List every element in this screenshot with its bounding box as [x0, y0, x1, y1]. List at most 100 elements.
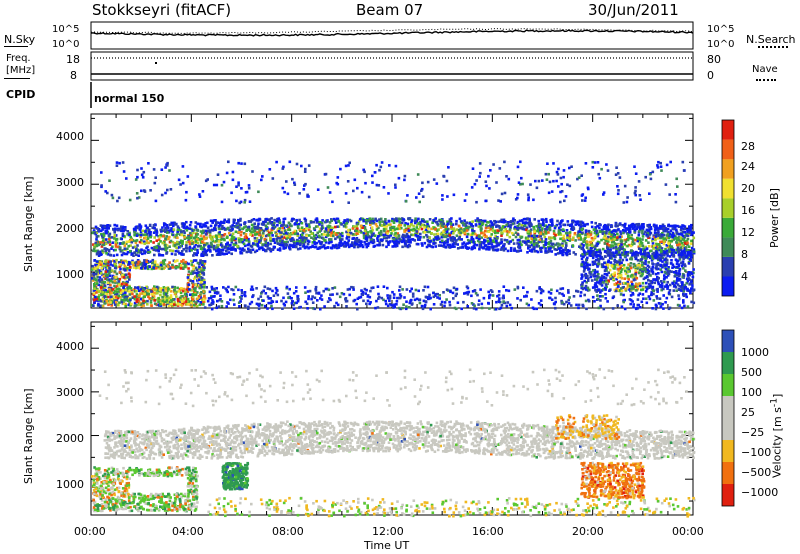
- power-echo-near: [104, 266, 108, 269]
- power-echo-band: [642, 225, 645, 229]
- power-echo-band: [161, 247, 164, 251]
- power-echo-near: [186, 290, 190, 293]
- power-echo-far: [527, 196, 530, 199]
- power-echo-band: [187, 235, 190, 239]
- power-echo-band: [483, 244, 487, 248]
- power-echo-near: [100, 281, 104, 284]
- power-echo-band: [489, 224, 492, 227]
- power-echo-band: [243, 222, 246, 226]
- power-echo-band: [553, 248, 557, 251]
- power-echo-band: [620, 247, 623, 250]
- power-echo-band: [112, 248, 116, 252]
- power-echo-far: [140, 167, 143, 170]
- power-echo-band: [144, 229, 147, 233]
- power-echo-band: [455, 222, 458, 226]
- power-echo-near: [121, 292, 124, 295]
- power-echo-band: [312, 237, 315, 240]
- power-echo-band: [307, 240, 311, 243]
- power-echo-band: [282, 217, 286, 221]
- power-echo-far: [516, 196, 519, 200]
- power-echo-band: [242, 232, 246, 235]
- power-echo-band: [205, 253, 209, 257]
- power-echo-band: [541, 218, 544, 221]
- power-echo-band: [219, 248, 222, 252]
- power-echo-near: [109, 279, 113, 282]
- power-echo-band: [662, 233, 666, 237]
- power-echo-band: [548, 247, 551, 250]
- power-echo-near: [146, 289, 149, 292]
- power-echo-far: [521, 182, 524, 186]
- power-echo-band: [476, 239, 480, 243]
- power-echo-band: [347, 229, 350, 232]
- power-echo-band: [222, 226, 226, 230]
- power-echo-band: [315, 221, 319, 224]
- power-echo-band: [552, 245, 555, 249]
- power-echo-far: [181, 165, 185, 168]
- power-echo-band: [647, 251, 650, 255]
- power-echo-band: [369, 223, 372, 226]
- power-echo-band: [678, 225, 681, 228]
- power-echo-band: [342, 245, 346, 248]
- power-echo-near: [153, 302, 157, 305]
- power-echo-band: [331, 244, 335, 247]
- power-echo-far: [591, 160, 595, 164]
- freq-right-tick-low: 0: [707, 69, 714, 82]
- power-echo-band: [394, 234, 397, 238]
- power-echo-band: [537, 229, 541, 232]
- power-echo-band: [321, 219, 324, 222]
- power-echo-band: [231, 232, 235, 236]
- power-echo-band: [629, 236, 632, 240]
- power-echo-band: [211, 239, 215, 243]
- power-echo-band: [255, 249, 259, 252]
- power-echo-band: [426, 230, 429, 234]
- power-echo-band: [165, 247, 169, 250]
- power-echo-band: [281, 226, 284, 230]
- power-echo-band: [499, 228, 502, 232]
- power-echo-band: [533, 250, 537, 253]
- power-echo-near: [129, 287, 133, 290]
- power-echo-band: [324, 241, 328, 244]
- power-echo-far: [559, 176, 563, 180]
- power-echo-near: [188, 293, 192, 296]
- power-echo-band: [661, 236, 665, 239]
- power-echo-band: [584, 233, 587, 236]
- power-echo-band: [431, 221, 434, 224]
- power-echo-band: [337, 225, 341, 228]
- power-echo-band: [511, 231, 514, 235]
- power-echo-near: [107, 286, 111, 290]
- power-echo-band: [355, 232, 359, 235]
- power-echo-band: [471, 237, 475, 241]
- power-echo-band: [497, 225, 501, 228]
- power-echo-band: [163, 243, 167, 247]
- power-echo-band: [540, 240, 544, 244]
- power-echo-band: [144, 250, 147, 254]
- power-echo-band: [691, 232, 694, 235]
- power-echo-band: [266, 241, 270, 245]
- power-echo-band: [265, 226, 268, 229]
- power-echo-near: [196, 273, 199, 276]
- power-echo-band: [495, 239, 498, 243]
- power-echo-band: [98, 241, 102, 244]
- power-echo-band: [504, 247, 507, 251]
- power-echo-band: [566, 236, 569, 239]
- power-echo-near: [117, 294, 121, 298]
- power-echo-band: [565, 252, 568, 256]
- power-echo-far: [435, 182, 439, 185]
- power-echo-band: [603, 233, 607, 237]
- power-echo-band: [94, 225, 98, 229]
- power-echo-band: [277, 229, 281, 233]
- power-echo-far: [140, 173, 144, 177]
- power-echo-band: [278, 219, 281, 222]
- power-echo-near: [146, 299, 149, 303]
- power-echo-band: [198, 244, 201, 248]
- power-echo-near: [96, 270, 99, 274]
- power-echo-far: [185, 190, 188, 194]
- power-echo-near: [115, 272, 119, 276]
- power-echo-band: [679, 232, 682, 236]
- power-echo-near: [123, 284, 126, 287]
- power-echo-far: [664, 183, 668, 186]
- power-echo-band: [262, 248, 266, 251]
- vel-ytick-1000: 1000: [56, 478, 84, 491]
- power-echo-band: [232, 236, 236, 240]
- power-echo-near: [117, 261, 121, 264]
